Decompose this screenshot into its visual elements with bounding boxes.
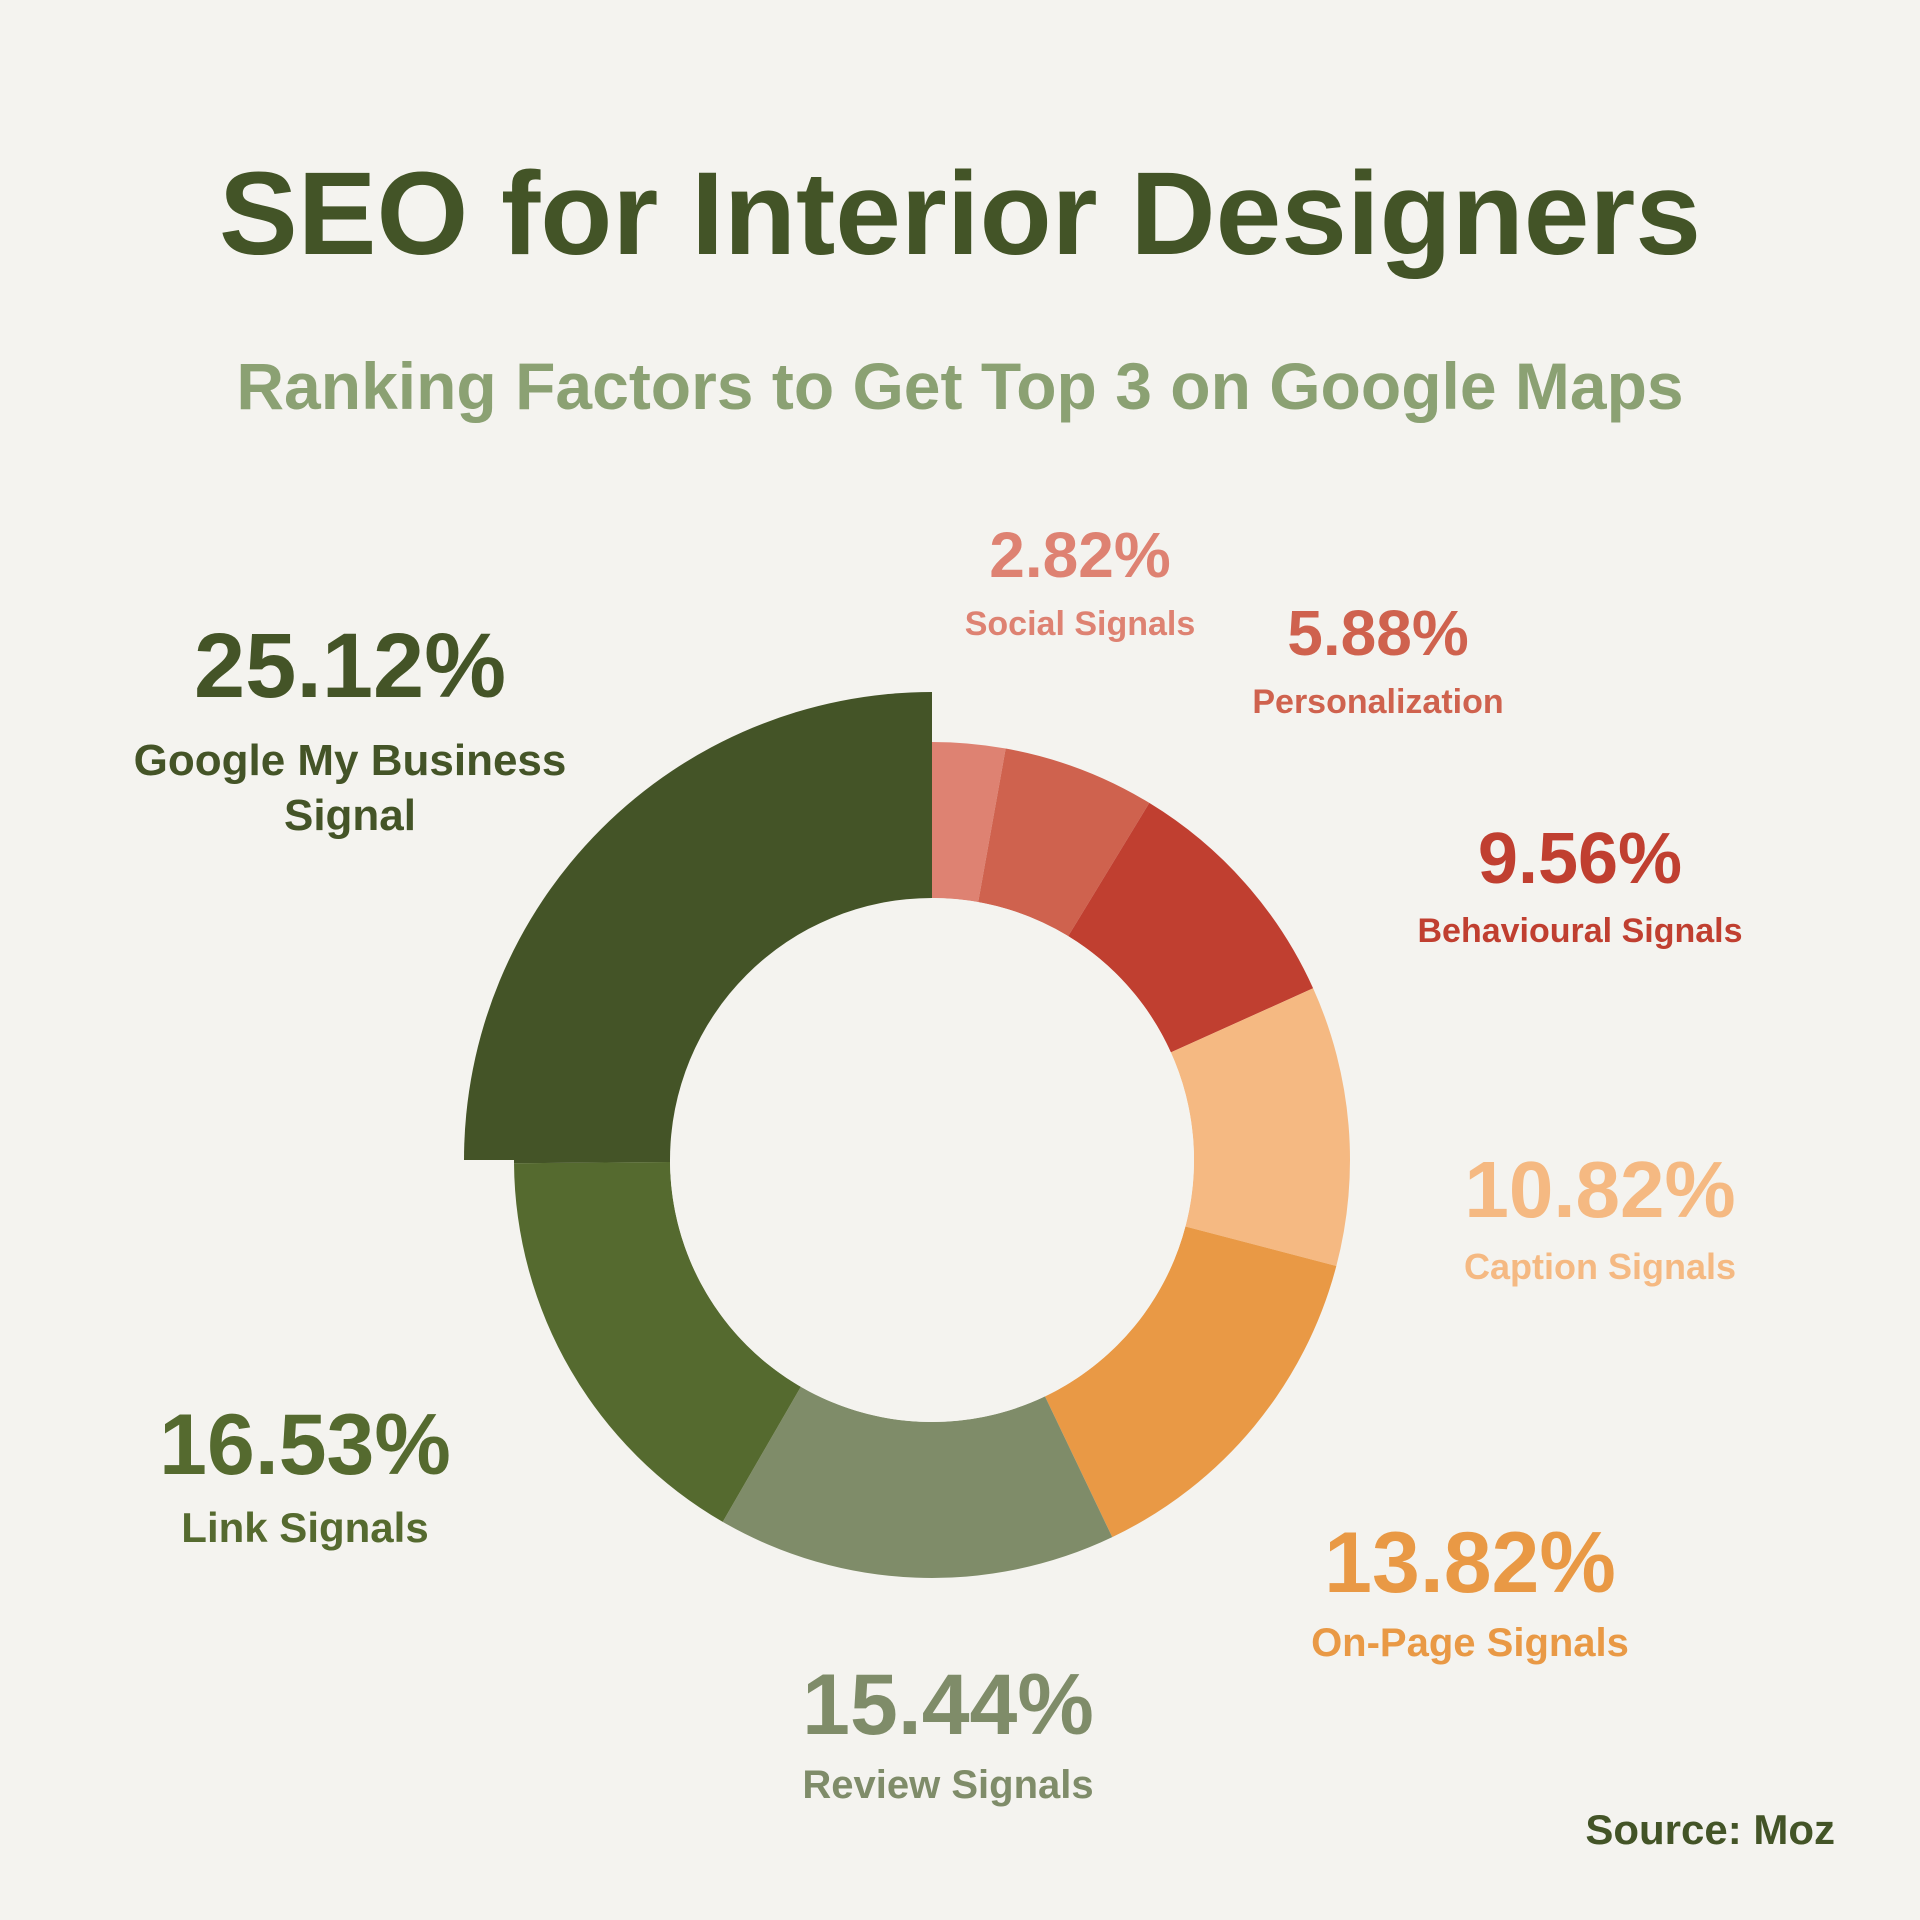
slice-caption-signals — [1170, 988, 1350, 1267]
source-note: Source: Moz — [1585, 1806, 1835, 1853]
slice-name-caption-signals: Caption Signals — [1463, 1246, 1737, 1287]
slice-google-my-business-signal-rest — [514, 1160, 671, 1164]
slice-on-page-signals — [1044, 1226, 1337, 1538]
slice-value-review-signals: 15.44% — [802, 1657, 1094, 1753]
label-review-signals: 15.44% Review Signals — [768, 1660, 1128, 1810]
slice-value-social-signals: 2.82% — [989, 519, 1171, 591]
slice-review-signals — [722, 1386, 1113, 1578]
slice-name-personalization: Personalization — [1252, 683, 1504, 722]
chart-title: SEO for Interior Designers — [219, 148, 1701, 280]
slice-behavioural-signals — [1068, 802, 1314, 1053]
slice-value-on-page-signals: 13.82% — [1324, 1515, 1616, 1611]
slice-link-signals — [514, 1162, 801, 1522]
label-behavioural-signals: 9.56% Behavioural Signals — [1380, 819, 1780, 952]
slice-value-link-signals: 16.53% — [159, 1397, 451, 1493]
slice-value-google-my-business-signal: 25.12% — [193, 615, 507, 717]
label-link-signals: 16.53% Link Signals — [130, 1400, 480, 1555]
label-google-my-business-signal: 25.12% Google My Business Signal — [110, 618, 590, 843]
slice-name-review-signals: Review Signals — [802, 1763, 1094, 1808]
slice-name-link-signals: Link Signals — [181, 1504, 429, 1552]
slice-value-personalization: 5.88% — [1287, 597, 1469, 669]
donut-hole — [670, 898, 1194, 1422]
label-caption-signals: 10.82% Caption Signals — [1425, 1148, 1775, 1289]
label-personalization: 5.88% Personalization — [1218, 597, 1538, 724]
label-social-signals: 2.82% Social Signals — [930, 519, 1230, 646]
slice-personalization — [978, 748, 1150, 937]
slice-name-behavioural-signals: Behavioural Signals — [1417, 911, 1743, 950]
slice-social-signals — [932, 742, 1006, 903]
slice-name-google-my-business-signal: Google My Business Signal — [133, 735, 567, 840]
label-on-page-signals: 13.82% On-Page Signals — [1290, 1518, 1650, 1668]
chart-subtitle: Ranking Factors to Get Top 3 on Google M… — [236, 349, 1684, 423]
slice-value-caption-signals: 10.82% — [1464, 1145, 1736, 1234]
slice-value-behavioural-signals: 9.56% — [1477, 819, 1683, 899]
slice-name-on-page-signals: On-Page Signals — [1311, 1621, 1629, 1666]
slice-name-social-signals: Social Signals — [964, 605, 1196, 644]
